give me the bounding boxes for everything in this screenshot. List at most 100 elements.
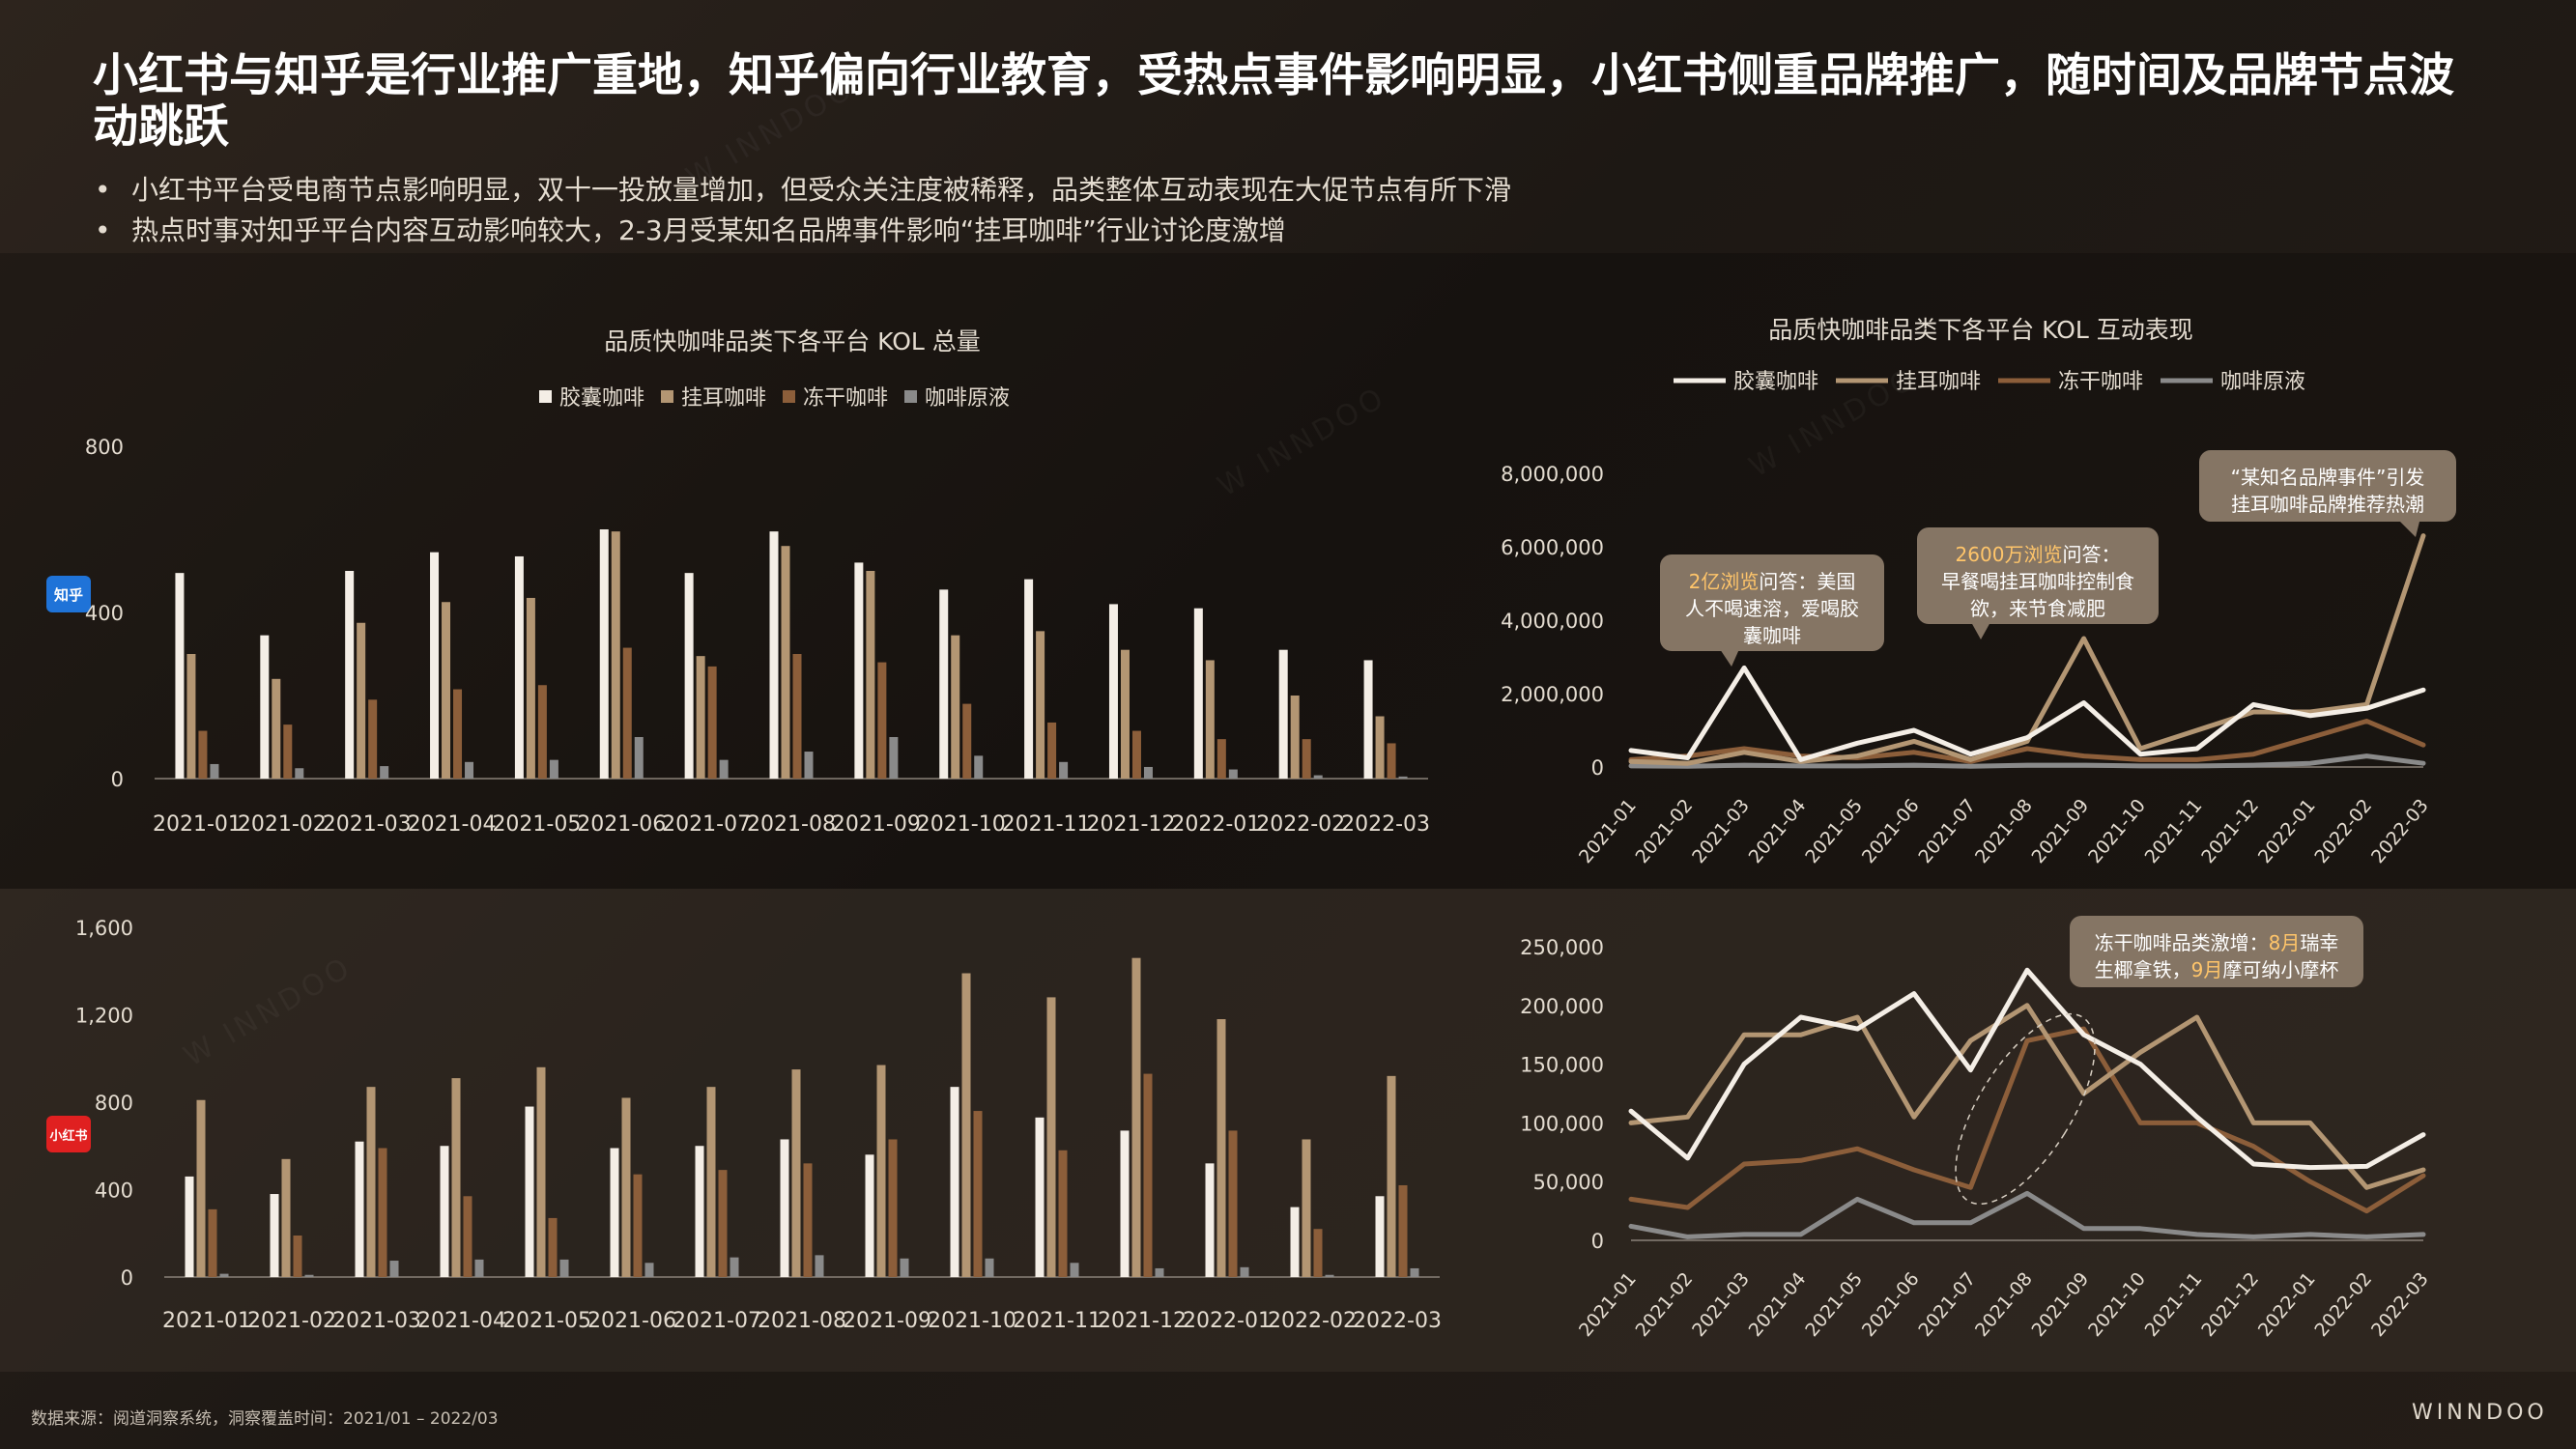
legend-label: 冻干咖啡	[2058, 370, 2143, 394]
bar	[611, 531, 620, 779]
x-tick-label: 2021-03	[332, 1309, 421, 1333]
y-tick-label: 8,000,000	[1501, 463, 1604, 486]
legend-label: 挂耳咖啡	[681, 386, 766, 411]
x-tick-label: 2021-09	[2028, 795, 2094, 867]
callout-text: “某知名品牌事件”引发	[2231, 466, 2425, 489]
bar	[1302, 739, 1311, 779]
bar	[1108, 604, 1118, 779]
legend-label: 咖啡原液	[2220, 370, 2305, 394]
x-tick-label: 2021-05	[502, 1309, 591, 1333]
bar	[208, 1208, 217, 1277]
legend-swatch	[783, 390, 795, 403]
bar	[451, 1078, 461, 1277]
bar	[985, 1258, 994, 1277]
x-tick-label: 2021-12	[2197, 795, 2263, 867]
callout-segment: 问答：美国	[1759, 570, 1855, 593]
callout-text: 挂耳咖啡品牌推荐热潮	[2231, 493, 2424, 516]
bar	[1205, 1163, 1215, 1277]
callout-segment: 2亿浏览	[1689, 570, 1760, 593]
y-tick-label: 100,000	[1520, 1112, 1604, 1135]
bar	[1325, 1274, 1334, 1277]
bar	[1240, 1266, 1249, 1277]
chart-title: 品质快咖啡品类下各平台 KOL 互动表现	[1768, 316, 2193, 344]
bar	[939, 589, 949, 779]
x-tick-label: 2021-04	[417, 1309, 506, 1333]
x-tick-label: 2022-01	[1171, 812, 1260, 837]
zhihu-logo: 知乎	[46, 576, 91, 612]
bar	[549, 759, 558, 779]
y-tick-label: 400	[85, 602, 124, 625]
bar	[295, 768, 304, 779]
bar	[548, 1217, 558, 1277]
bar	[366, 1087, 376, 1277]
x-tick-label: 2022-02	[2310, 1268, 2376, 1341]
x-tick-label: 2022-02	[2310, 795, 2376, 867]
x-tick-label: 2022-02	[1256, 812, 1345, 837]
x-tick-label: 2021-06	[577, 812, 666, 837]
x-tick-label: 2021-05	[1801, 1268, 1867, 1341]
x-tick-label: 2021-07	[662, 812, 751, 837]
bar	[780, 1139, 789, 1277]
bar	[1387, 1075, 1396, 1277]
callout-pointer	[2400, 522, 2419, 537]
bullet-list: 小红书平台受电商节点影响明显，双十一投放量增加，但受众关注度被稀释，品类整体互动…	[93, 170, 1511, 251]
bar	[791, 1069, 801, 1277]
x-tick-label: 2021-04	[408, 812, 497, 837]
x-tick-label: 2021-09	[843, 1309, 931, 1333]
bar	[951, 635, 960, 779]
x-tick-label: 2021-08	[747, 812, 836, 837]
bar	[974, 755, 984, 779]
x-tick-label: 2021-10	[2084, 795, 2150, 867]
bar	[465, 761, 474, 779]
bar	[854, 562, 864, 779]
bar	[536, 1066, 546, 1277]
x-tick-label: 2021-01	[162, 1309, 251, 1333]
bar	[357, 622, 366, 779]
x-tick-label: 2022-03	[1353, 1309, 1442, 1333]
bar	[1290, 1207, 1300, 1277]
bar	[889, 737, 899, 779]
y-tick-label: 250,000	[1520, 936, 1604, 959]
x-tick-label: 2021-03	[1688, 795, 1754, 867]
x-tick-label: 2022-01	[2254, 1268, 2320, 1341]
x-tick-label: 2021-01	[1575, 795, 1641, 867]
bar	[610, 1148, 619, 1277]
y-tick-label: 0	[111, 768, 124, 791]
bar	[1047, 722, 1057, 779]
legend-label: 胶囊咖啡	[559, 386, 644, 411]
bar	[1155, 1267, 1164, 1277]
bar	[1290, 696, 1300, 779]
y-tick-label: 6,000,000	[1501, 536, 1604, 559]
callout-segment: 瑞幸	[2300, 931, 2338, 954]
bar	[769, 531, 779, 779]
y-tick-label: 0	[1591, 1230, 1604, 1253]
bar	[961, 973, 971, 1277]
x-tick-label: 2021-01	[1575, 1268, 1641, 1341]
callout-segment: 人不喝速溶，爱喝胶	[1685, 597, 1859, 620]
bar	[622, 647, 632, 779]
callout-pointer	[1720, 649, 1739, 667]
bar	[1035, 1117, 1045, 1277]
x-tick-label: 2022-03	[2367, 1268, 2433, 1341]
bar	[368, 699, 378, 779]
bar	[1120, 649, 1130, 779]
bar	[198, 730, 208, 779]
series-line	[1628, 1190, 2426, 1239]
x-tick-label: 2022-03	[1341, 812, 1430, 837]
callout-box	[2199, 450, 2456, 522]
callout-segment: 早餐喝挂耳咖啡控制食	[1941, 570, 2134, 593]
y-tick-label: 800	[85, 436, 124, 459]
series-line	[1628, 665, 2426, 762]
x-tick-label: 2022-01	[1183, 1309, 1272, 1333]
callout-segment: 囊咖啡	[1743, 624, 1801, 647]
bar	[696, 656, 705, 779]
bar	[1058, 1150, 1068, 1277]
callout-segment: 欲，来节食减肥	[1970, 597, 2105, 620]
bar	[1216, 1019, 1226, 1277]
bar	[634, 737, 644, 779]
callout-pointer	[1971, 622, 1990, 639]
bar	[730, 1257, 739, 1277]
bar	[283, 724, 293, 779]
